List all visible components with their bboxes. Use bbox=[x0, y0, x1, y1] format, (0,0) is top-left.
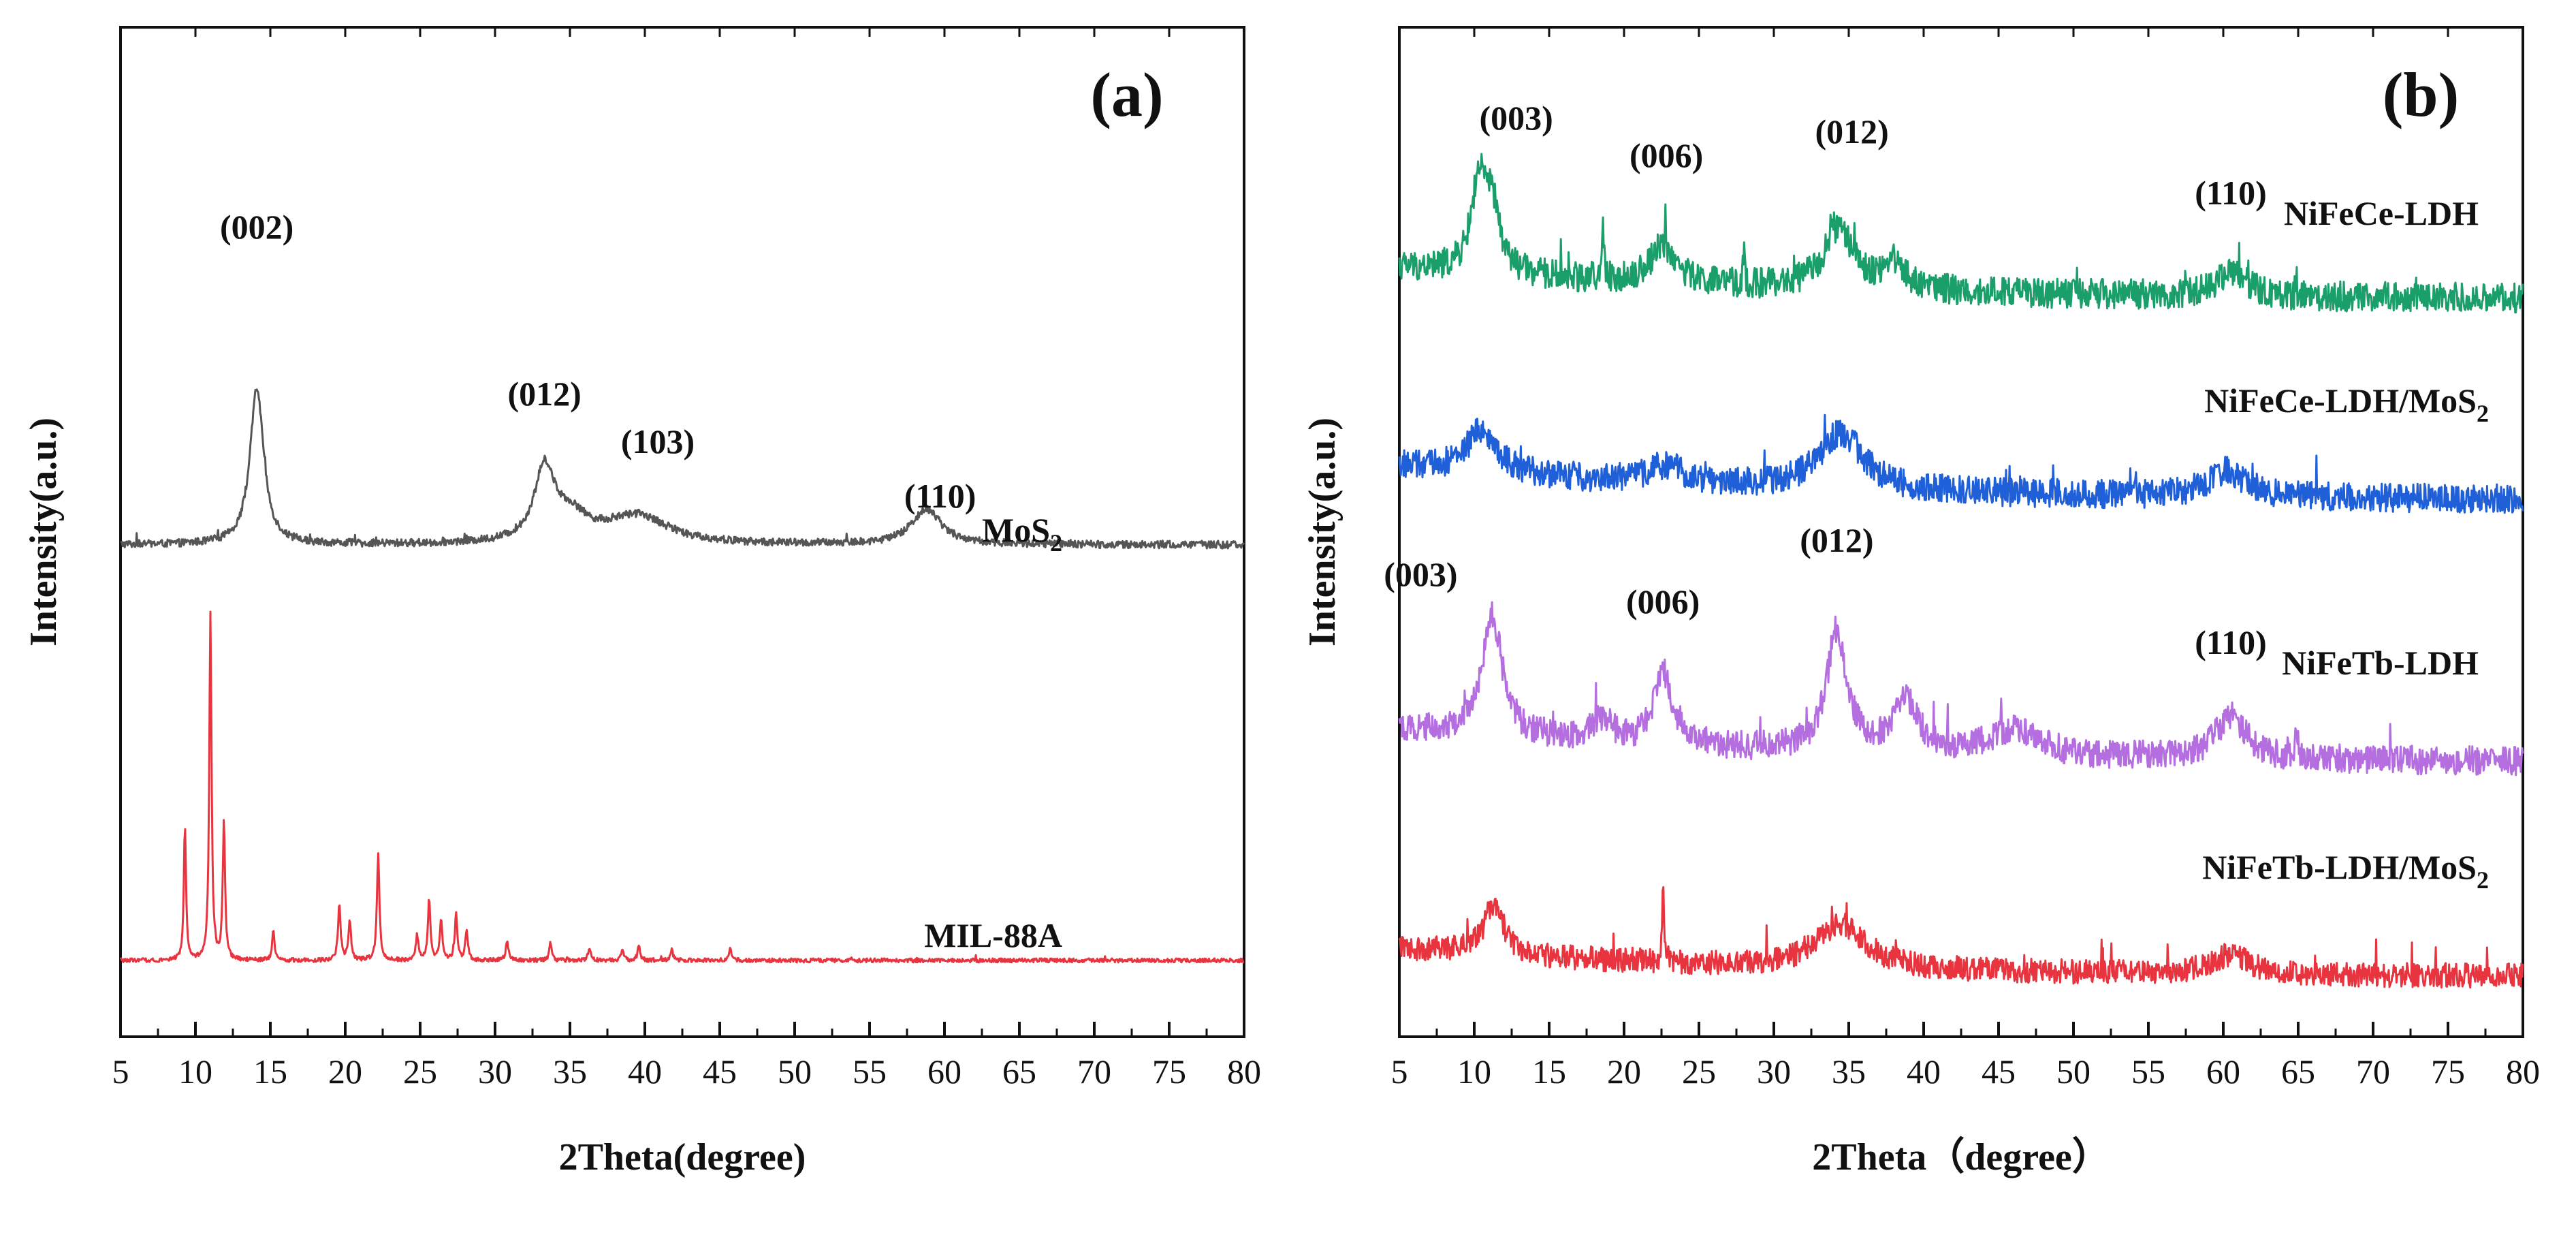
x-tick-label: 25 bbox=[1682, 1052, 1716, 1091]
peak-label: (110) bbox=[2195, 623, 2267, 661]
x-tick-label: 65 bbox=[2281, 1052, 2315, 1091]
series-line-mos2 bbox=[120, 388, 1245, 550]
series-label-main: NiFeCe-LDH bbox=[2284, 194, 2479, 232]
x-tick-label: 75 bbox=[1152, 1052, 1186, 1091]
series-line-nifece-ldh bbox=[1398, 153, 2524, 314]
series-label-main: NiFeCe-LDH/MoS bbox=[2204, 381, 2477, 420]
y-axis-title: Intensity(a.u.) bbox=[22, 418, 65, 646]
peak-label: (006) bbox=[1626, 582, 1700, 621]
peak-label: (110) bbox=[904, 477, 976, 515]
x-tick-label: 25 bbox=[403, 1052, 437, 1091]
x-tick-label: 70 bbox=[2356, 1052, 2390, 1091]
x-tick-label: 80 bbox=[1227, 1052, 1261, 1091]
peak-label: (012) bbox=[507, 375, 581, 413]
series-label-subscript: 2 bbox=[1050, 529, 1062, 557]
x-tick-label: 30 bbox=[478, 1052, 512, 1091]
x-tick-label: 15 bbox=[253, 1052, 287, 1091]
x-tick-label: 60 bbox=[2206, 1052, 2240, 1091]
panel-b: 5 10 15 20 25 30 35 40 45 50 55 60 65 70 75 80 2Theta（de… bbox=[1301, 26, 2540, 1178]
series-label: MoS2 bbox=[982, 511, 1062, 557]
x-tick-label: 70 bbox=[1077, 1052, 1111, 1091]
x-tick-label: 75 bbox=[2431, 1052, 2465, 1091]
peak-label: (012) bbox=[1800, 521, 1873, 559]
series-label: MIL-88A bbox=[924, 916, 1062, 954]
peak-label: (003) bbox=[1479, 99, 1553, 137]
x-tick-label: 5 bbox=[112, 1052, 129, 1091]
x-tick-label: 55 bbox=[2131, 1052, 2165, 1091]
series-label-main: MIL-88A bbox=[924, 916, 1062, 954]
x-tick-label: 55 bbox=[853, 1052, 887, 1091]
x-tick-label: 45 bbox=[1982, 1052, 2016, 1091]
peak-label: (002) bbox=[220, 208, 293, 246]
x-tick-label: 35 bbox=[1832, 1052, 1866, 1091]
x-tick-label: 35 bbox=[553, 1052, 587, 1091]
x-tick-label: 30 bbox=[1757, 1052, 1791, 1091]
peak-label: (006) bbox=[1629, 136, 1703, 174]
x-axis-title: 2Theta（degree） bbox=[1812, 1136, 2110, 1178]
peak-label: (003) bbox=[1384, 555, 1457, 593]
x-tick-label: 15 bbox=[1532, 1052, 1566, 1091]
x-tick-label: 40 bbox=[1907, 1052, 1941, 1091]
panel-label: (b) bbox=[2383, 60, 2459, 129]
series-label-main: NiFeTb-LDH bbox=[2282, 644, 2479, 682]
x-tick-label: 10 bbox=[1457, 1052, 1491, 1091]
x-tick-label: 5 bbox=[1391, 1052, 1408, 1091]
x-tick-label: 45 bbox=[703, 1052, 737, 1091]
series-label: NiFeCe-LDH bbox=[2284, 194, 2479, 232]
x-tick-label: 60 bbox=[927, 1052, 961, 1091]
series-label: NiFeTb-LDH/MoS2 bbox=[2202, 848, 2489, 894]
x-tick-label: 50 bbox=[778, 1052, 812, 1091]
series-label: NiFeCe-LDH/MoS2 bbox=[2204, 381, 2489, 427]
peak-label: (103) bbox=[621, 422, 695, 460]
panel-label: (a) bbox=[1090, 60, 1163, 129]
series-line-nifetb-ldh bbox=[1398, 601, 2524, 777]
x-tick-label: 10 bbox=[178, 1052, 212, 1091]
series-label-main: NiFeTb-LDH/MoS bbox=[2202, 848, 2477, 886]
series-label-subscript: 2 bbox=[2477, 400, 2489, 427]
x-tick-label: 20 bbox=[1607, 1052, 1641, 1091]
series-label-subscript: 2 bbox=[2477, 866, 2489, 894]
series-label-main: MoS bbox=[982, 511, 1050, 549]
x-tick-label: 20 bbox=[328, 1052, 362, 1091]
series-line-nifece-ldh-mos2 bbox=[1398, 413, 2524, 514]
series-line-nifetb-ldh-mos2 bbox=[1398, 886, 2524, 989]
x-tick-label: 40 bbox=[628, 1052, 662, 1091]
x-tick-label: 65 bbox=[1002, 1052, 1036, 1091]
series-line-mil-88a bbox=[119, 610, 1245, 964]
x-tick-label: 50 bbox=[2056, 1052, 2090, 1091]
x-tick-label: 80 bbox=[2506, 1052, 2540, 1091]
y-axis-title: Intensity(a.u.) bbox=[1301, 418, 1343, 646]
peak-label: (110) bbox=[2195, 174, 2267, 212]
panel-a: 5 10 15 20 25 30 35 40 45 50 55 60 65 70 75 80 2Theta(de… bbox=[22, 26, 1261, 1178]
series-label: NiFeTb-LDH bbox=[2282, 644, 2479, 682]
peak-label: (012) bbox=[1815, 112, 1888, 151]
x-axis-title: 2Theta(degree) bbox=[559, 1136, 806, 1178]
